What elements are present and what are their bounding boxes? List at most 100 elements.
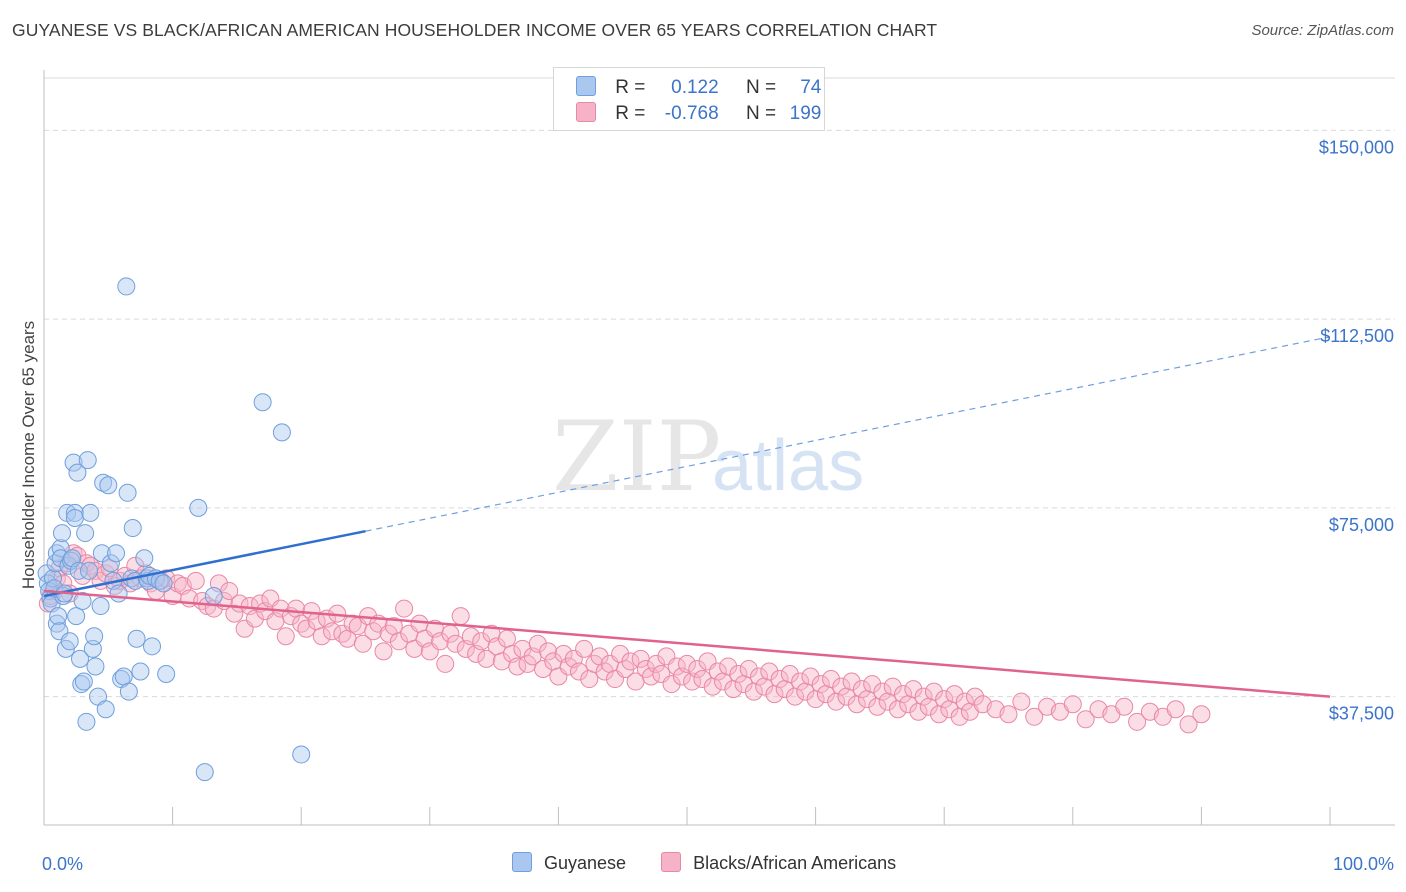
x-tick-label: 0.0% bbox=[42, 854, 83, 874]
point-blacks bbox=[924, 682, 943, 701]
point-blacks bbox=[569, 662, 588, 681]
point-guyanese bbox=[74, 672, 93, 691]
point-blacks bbox=[832, 677, 851, 696]
point-blacks bbox=[999, 705, 1018, 724]
point-blacks bbox=[842, 672, 861, 691]
y-tick-label: $112,500 bbox=[1320, 326, 1394, 346]
point-guyanese bbox=[96, 700, 115, 719]
point-guyanese bbox=[118, 483, 137, 502]
point-blacks bbox=[955, 692, 974, 711]
point-blacks bbox=[739, 659, 758, 678]
point-blacks bbox=[395, 599, 414, 618]
point-blacks bbox=[852, 680, 871, 699]
point-blacks bbox=[708, 662, 727, 681]
point-guyanese bbox=[117, 277, 136, 296]
point-blacks bbox=[935, 690, 954, 709]
point-blacks bbox=[894, 685, 913, 704]
point-blacks bbox=[353, 634, 372, 653]
legend-swatch-pink bbox=[576, 102, 596, 122]
point-blacks bbox=[410, 614, 429, 633]
point-blacks bbox=[780, 665, 799, 683]
point-blacks bbox=[297, 619, 316, 638]
point-blacks bbox=[791, 672, 810, 691]
point-blacks bbox=[1166, 700, 1185, 719]
y-axis-title: Householder Income Over 65 years bbox=[19, 321, 38, 589]
point-guyanese bbox=[123, 519, 142, 538]
point-blacks bbox=[292, 614, 311, 633]
point-guyanese bbox=[91, 597, 110, 616]
point-blacks bbox=[750, 667, 769, 686]
legend-row-guyanese: R = 0.122 N = 74 bbox=[576, 76, 821, 100]
point-guyanese bbox=[109, 584, 128, 603]
point-blacks bbox=[431, 632, 450, 651]
point-guyanese bbox=[127, 629, 146, 648]
point-guyanese bbox=[157, 665, 176, 683]
point-blacks bbox=[873, 682, 892, 701]
point-guyanese bbox=[72, 675, 91, 694]
point-blacks bbox=[508, 657, 527, 676]
point-blacks bbox=[662, 675, 681, 694]
point-guyanese bbox=[81, 503, 100, 522]
point-guyanese bbox=[99, 476, 118, 495]
point-blacks bbox=[621, 652, 640, 671]
point-blacks bbox=[1179, 715, 1198, 734]
point-blacks bbox=[1076, 710, 1095, 729]
point-blacks bbox=[451, 607, 470, 626]
point-blacks bbox=[863, 675, 882, 694]
legend-item-blacks[interactable]: Blacks/African Americans bbox=[661, 852, 896, 874]
point-guyanese bbox=[272, 423, 291, 442]
point-guyanese bbox=[86, 657, 105, 676]
legend-r-label: R = bbox=[615, 77, 646, 98]
point-guyanese bbox=[51, 539, 70, 558]
y-tick-label: $37,500 bbox=[1329, 704, 1394, 724]
point-blacks bbox=[312, 627, 331, 646]
point-guyanese bbox=[76, 524, 95, 543]
point-guyanese bbox=[73, 592, 92, 611]
correlation-legend: R = 0.122 N = 74 R = -0.768 N = 199 bbox=[553, 67, 825, 131]
point-guyanese bbox=[143, 637, 162, 656]
legend-label-blacks: Blacks/African Americans bbox=[693, 853, 897, 873]
point-blacks bbox=[575, 639, 594, 658]
series-legend: Guyanese Blacks/African Americans bbox=[512, 852, 926, 874]
trend-line-blacks bbox=[43, 589, 1331, 698]
point-guyanese bbox=[92, 544, 111, 563]
legend-n-label: N = bbox=[745, 77, 777, 98]
legend-n-label: N = bbox=[745, 103, 777, 124]
point-blacks bbox=[678, 654, 696, 673]
point-guyanese bbox=[119, 682, 138, 701]
point-blacks bbox=[688, 659, 707, 678]
point-blacks bbox=[883, 677, 902, 696]
point-blacks bbox=[945, 685, 964, 704]
point-guyanese bbox=[65, 503, 84, 522]
point-guyanese bbox=[80, 561, 99, 580]
point-guyanese bbox=[204, 586, 223, 605]
point-blacks bbox=[497, 629, 516, 648]
legend-n-value: 199 bbox=[789, 103, 822, 124]
point-guyanese bbox=[85, 627, 104, 646]
point-guyanese bbox=[69, 561, 88, 580]
point-blacks bbox=[770, 670, 789, 689]
watermark-atlas: atlas bbox=[712, 426, 864, 506]
trend-line-guyanese-extension bbox=[365, 336, 1331, 532]
point-blacks bbox=[533, 659, 552, 678]
y-tick-labels: $37,500 $75,000 $112,500 $150,000 bbox=[1319, 137, 1394, 723]
point-guyanese bbox=[131, 662, 150, 681]
legend-item-guyanese[interactable]: Guyanese bbox=[512, 852, 626, 874]
trend-lines bbox=[43, 336, 1331, 698]
point-blacks bbox=[186, 571, 205, 590]
chart-title: GUYANESE VS BLACK/AFRICAN AMERICAN HOUSE… bbox=[12, 20, 938, 40]
y-tick-label: $75,000 bbox=[1329, 515, 1394, 535]
x-tick-labels: 0.0% 100.0% bbox=[42, 854, 1394, 874]
legend-r-value: 0.122 bbox=[671, 77, 719, 98]
point-blacks bbox=[1115, 697, 1134, 716]
point-guyanese bbox=[107, 544, 126, 563]
axes bbox=[43, 70, 1395, 826]
series-guyanese bbox=[37, 277, 311, 782]
point-blacks bbox=[1192, 705, 1211, 724]
point-blacks bbox=[801, 667, 820, 686]
chart-source: Source: ZipAtlas.com bbox=[1251, 22, 1394, 39]
series-blacks-african-americans bbox=[38, 544, 1211, 734]
point-guyanese bbox=[67, 607, 86, 626]
legend-row-blacks: R = -0.768 N = 199 bbox=[576, 102, 821, 126]
point-blacks bbox=[667, 657, 686, 676]
